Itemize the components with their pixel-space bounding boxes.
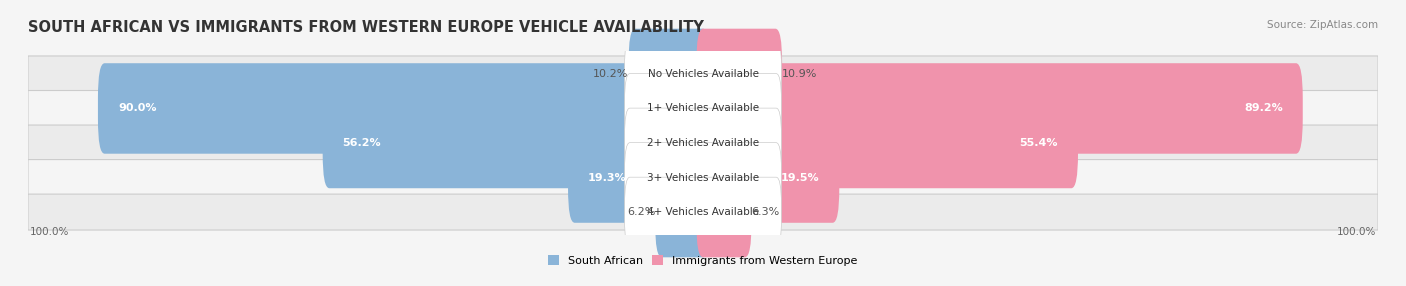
FancyBboxPatch shape bbox=[568, 132, 710, 223]
Text: 6.3%: 6.3% bbox=[752, 207, 780, 217]
Text: 19.3%: 19.3% bbox=[588, 172, 627, 182]
FancyBboxPatch shape bbox=[624, 177, 782, 247]
Text: No Vehicles Available: No Vehicles Available bbox=[648, 69, 758, 79]
FancyBboxPatch shape bbox=[628, 29, 710, 119]
FancyBboxPatch shape bbox=[28, 90, 1378, 126]
Text: 10.9%: 10.9% bbox=[782, 69, 817, 79]
Text: Source: ZipAtlas.com: Source: ZipAtlas.com bbox=[1267, 20, 1378, 30]
FancyBboxPatch shape bbox=[624, 108, 782, 178]
FancyBboxPatch shape bbox=[655, 167, 710, 257]
Text: 90.0%: 90.0% bbox=[118, 104, 156, 114]
FancyBboxPatch shape bbox=[322, 98, 710, 188]
Text: 3+ Vehicles Available: 3+ Vehicles Available bbox=[647, 172, 759, 182]
FancyBboxPatch shape bbox=[624, 39, 782, 109]
FancyBboxPatch shape bbox=[28, 56, 1378, 92]
Text: 100.0%: 100.0% bbox=[1337, 227, 1376, 237]
FancyBboxPatch shape bbox=[98, 63, 710, 154]
Text: 89.2%: 89.2% bbox=[1244, 104, 1282, 114]
FancyBboxPatch shape bbox=[696, 98, 1078, 188]
FancyBboxPatch shape bbox=[624, 74, 782, 143]
FancyBboxPatch shape bbox=[696, 132, 839, 223]
FancyBboxPatch shape bbox=[696, 167, 752, 257]
Text: 6.2%: 6.2% bbox=[627, 207, 655, 217]
FancyBboxPatch shape bbox=[696, 63, 1303, 154]
FancyBboxPatch shape bbox=[28, 160, 1378, 196]
Text: 100.0%: 100.0% bbox=[30, 227, 69, 237]
Text: 19.5%: 19.5% bbox=[780, 172, 820, 182]
Text: 4+ Vehicles Available: 4+ Vehicles Available bbox=[647, 207, 759, 217]
Text: 10.2%: 10.2% bbox=[593, 69, 628, 79]
FancyBboxPatch shape bbox=[28, 194, 1378, 230]
FancyBboxPatch shape bbox=[624, 143, 782, 212]
FancyBboxPatch shape bbox=[28, 125, 1378, 161]
Text: 56.2%: 56.2% bbox=[343, 138, 381, 148]
Text: 2+ Vehicles Available: 2+ Vehicles Available bbox=[647, 138, 759, 148]
FancyBboxPatch shape bbox=[696, 29, 782, 119]
Text: 1+ Vehicles Available: 1+ Vehicles Available bbox=[647, 104, 759, 114]
Text: SOUTH AFRICAN VS IMMIGRANTS FROM WESTERN EUROPE VEHICLE AVAILABILITY: SOUTH AFRICAN VS IMMIGRANTS FROM WESTERN… bbox=[28, 20, 704, 35]
Text: 55.4%: 55.4% bbox=[1019, 138, 1059, 148]
Legend: South African, Immigrants from Western Europe: South African, Immigrants from Western E… bbox=[546, 252, 860, 269]
